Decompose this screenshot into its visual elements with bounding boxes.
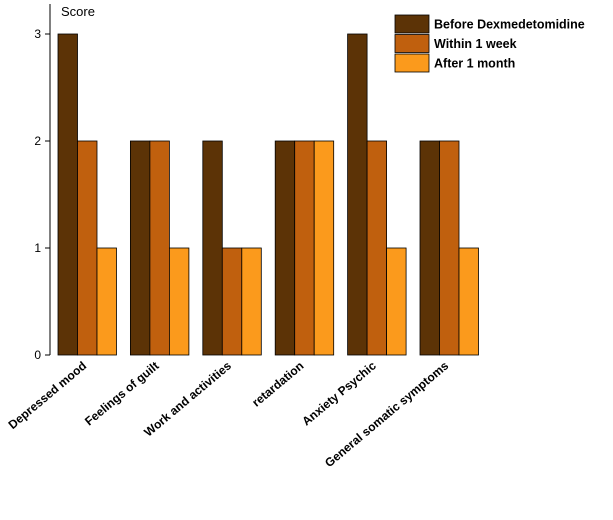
- bar-3-4: [313, 140, 335, 356]
- x-tick-label: Depressed mood: [6, 359, 90, 432]
- legend-swatch: [394, 34, 430, 53]
- bar-3-6: [458, 247, 479, 356]
- legend-swatch: [394, 14, 430, 34]
- x-tick-label: Feelings of guilt: [82, 359, 161, 429]
- bar-2-3: [221, 247, 243, 356]
- legend-label: Within 1 week: [434, 37, 517, 51]
- bar-3-1: [96, 247, 117, 356]
- bar-1-3: [202, 140, 223, 356]
- bar-2-1: [77, 140, 98, 356]
- bar-3-2: [168, 247, 190, 356]
- legend-swatch: [394, 53, 430, 73]
- bar-2-5: [366, 140, 388, 356]
- y-tick-label: 1: [34, 241, 41, 255]
- bar-2-6: [439, 140, 460, 356]
- x-tick-label: General somatic symptoms: [322, 358, 451, 470]
- bars-layer: [57, 33, 479, 356]
- x-tick-label: Anxiety Psychic: [299, 358, 379, 428]
- bar-2-2: [149, 140, 170, 356]
- y-tick-label: 0: [34, 348, 41, 362]
- bar-1-1: [57, 33, 78, 356]
- y-tick-label: 3: [34, 27, 41, 41]
- bar-3-3: [241, 247, 262, 356]
- x-tick-label: retardation: [249, 359, 306, 410]
- legend: Before Dexmedetomidine Within 1 week After…: [394, 14, 585, 73]
- legend-label: After 1 month: [434, 57, 515, 71]
- bar-1-4: [274, 140, 296, 356]
- legend-label: Before Dexmedetomidine: [434, 18, 585, 32]
- y-tick-label: 2: [34, 134, 41, 148]
- y-ticks: 0 1 2 3: [34, 27, 50, 362]
- bar-1-5: [347, 33, 368, 356]
- y-axis-label: Score: [61, 4, 95, 19]
- bar-3-5: [386, 247, 407, 356]
- bar-2-4: [294, 140, 315, 356]
- bar-1-2: [129, 140, 151, 356]
- bar-1-6: [419, 140, 440, 356]
